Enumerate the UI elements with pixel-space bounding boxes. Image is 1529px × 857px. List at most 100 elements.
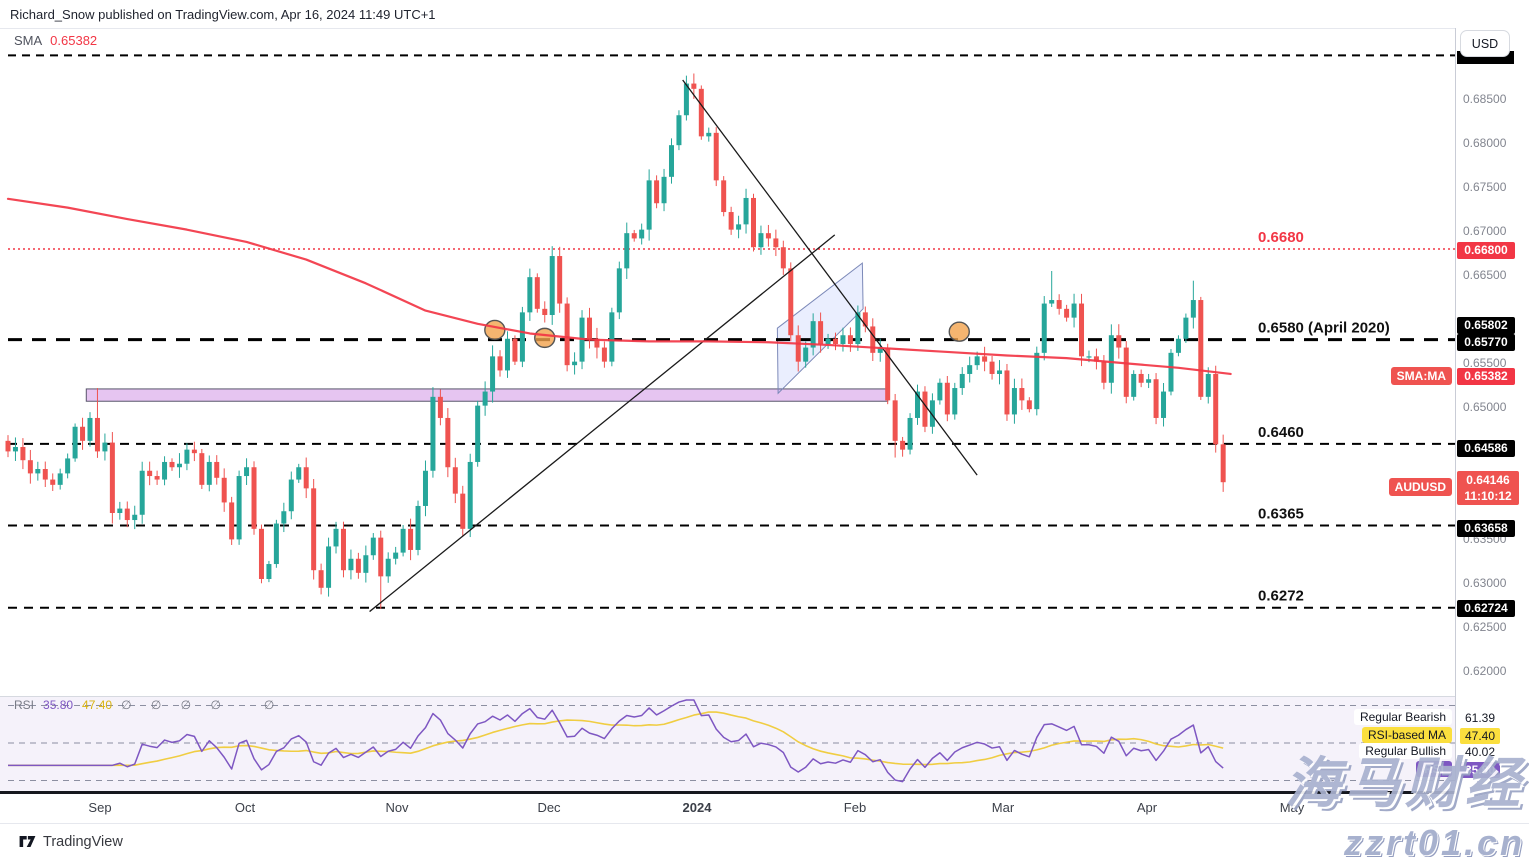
time-axis-label-2024: 2024: [682, 800, 712, 815]
candle-body: [952, 388, 958, 415]
candle-body: [885, 347, 891, 401]
candle-body: [1123, 347, 1129, 397]
candle-body: [728, 212, 734, 230]
tradingview-logo-icon: [19, 835, 36, 848]
event-circle-1[interactable]: [484, 319, 506, 341]
candle-body: [65, 458, 71, 474]
candle-body: [743, 197, 749, 225]
tradingview-logo-link[interactable]: TradingView: [18, 832, 123, 851]
candle-body: [706, 132, 712, 137]
candle-body: [393, 552, 399, 559]
candle-body: [542, 308, 548, 315]
rsi-tag-row[interactable]: Regular Bearish: [1353, 709, 1452, 725]
rsi-axis-value-35.80: 35.80: [1460, 762, 1501, 778]
pane-separator[interactable]: [0, 696, 1529, 697]
candle-body: [1071, 303, 1077, 318]
sma-series-tag[interactable]: SMA:MA: [1390, 367, 1452, 385]
rsi-pane-chart[interactable]: [0, 697, 1455, 791]
sma-indicator-name[interactable]: SMA: [14, 33, 43, 48]
price-tick-0.68500: 0.68500: [1463, 92, 1507, 107]
axis-label-sma: 0.65382: [1457, 367, 1515, 385]
candle-body: [519, 312, 525, 362]
symbol-tag-row[interactable]: AUDUSD: [1388, 478, 1452, 496]
candle-body: [862, 312, 868, 327]
candlestick-series: [5, 73, 1226, 609]
candle-body: [258, 528, 264, 579]
rsi-ma-value: 47.40: [82, 698, 113, 712]
candle-body: [1198, 300, 1204, 397]
candle-body: [497, 356, 503, 371]
candle-body: [1175, 338, 1181, 353]
trendline-descending[interactable]: [682, 79, 978, 476]
rsi-tag-row[interactable]: Regular Bullish: [1359, 743, 1452, 759]
candle-body: [415, 505, 421, 550]
price-tick-0.62000: 0.62000: [1463, 664, 1507, 679]
axis-label-last-price: 0.64146 11:10:12: [1457, 471, 1519, 505]
candle-body: [370, 537, 376, 556]
currency-toggle-button[interactable]: USD: [1460, 30, 1510, 57]
candle-body: [967, 365, 973, 374]
price-tick-0.62500: 0.62500: [1463, 620, 1507, 635]
candle-body: [1004, 370, 1010, 415]
rsi-tag-row[interactable]: RSI-based MA: [1361, 727, 1452, 743]
candle-body: [400, 528, 406, 553]
axis-label-0.64586: 0.64586: [1457, 439, 1515, 457]
rsi-tag-row[interactable]: RSI: [1415, 761, 1452, 777]
candle-body: [639, 229, 645, 239]
candle-body: [355, 558, 361, 573]
pane-top-border: [0, 28, 1529, 29]
rsi-line[interactable]: [8, 699, 1224, 783]
candle-body: [35, 469, 41, 474]
candle-body: [594, 338, 600, 348]
candle-body: [818, 321, 824, 345]
trendline-ascending[interactable]: [369, 234, 836, 613]
sma-tag-row[interactable]: SMA:MA: [1390, 367, 1452, 385]
candle-body: [795, 335, 801, 362]
rsi-indicator-name[interactable]: RSI: [14, 698, 35, 712]
candle-body: [266, 564, 272, 579]
candle-body: [57, 473, 63, 485]
time-axis[interactable]: Sep Oct Nov Dec 2024 Feb Mar Apr May: [0, 794, 1529, 822]
symbol-name-tag[interactable]: AUDUSD: [1388, 478, 1452, 496]
candle-body: [303, 467, 309, 489]
level-text-0.64586: 0.6460: [1258, 424, 1304, 441]
level-text-0.62724: 0.6272: [1258, 588, 1304, 605]
candle-body: [691, 83, 697, 89]
price-tick-0.63000: 0.63000: [1463, 576, 1507, 591]
candle-body: [94, 417, 100, 452]
candle-body: [109, 442, 115, 513]
candle-body: [609, 312, 615, 362]
candle-body: [803, 347, 809, 362]
axis-label-0.65770: 0.65770: [1457, 333, 1515, 351]
candle-body: [773, 238, 779, 248]
rsi-series-tag-yellow: RSI-based MA: [1361, 727, 1452, 743]
candle-body: [363, 555, 369, 573]
candle-body: [422, 470, 428, 506]
price-pane-chart[interactable]: 0.6680 0.6580 (April 2020) 0.6460 0.6365 0.6…: [0, 28, 1455, 697]
candle-body: [1079, 303, 1085, 357]
candle-body: [877, 347, 883, 353]
candle-body: [959, 373, 965, 389]
candle-body: [27, 460, 33, 474]
candle-body: [1086, 356, 1092, 358]
candle-body: [676, 115, 682, 146]
candle-body: [378, 537, 384, 577]
indicator-status-line[interactable]: SMA 0.65382: [14, 33, 97, 48]
candle-body: [1101, 361, 1107, 383]
candle-body: [348, 558, 354, 571]
candle-body: [855, 312, 861, 345]
sma-line[interactable]: [6, 197, 1232, 376]
time-axis-label-Dec: Dec: [537, 800, 561, 815]
candle-body: [221, 477, 227, 503]
candle-body: [490, 356, 496, 392]
candle-body: [154, 476, 160, 480]
rsi-status-line[interactable]: RSI 35.80 47.40 ∅ ∅ ∅ ∅ ∅: [14, 698, 274, 712]
candle-body: [281, 511, 287, 524]
rsi-divergence-zero: ∅: [263, 698, 275, 712]
candle-body: [12, 447, 18, 452]
event-circle-3[interactable]: [948, 321, 970, 342]
price-axis[interactable]: USD 0.68500 0.68000 0.67500 0.67000 0.66500 0…: [1455, 28, 1529, 794]
candle-body: [1093, 356, 1099, 362]
candle-body: [102, 442, 108, 452]
event-circle-2[interactable]: [534, 327, 556, 349]
